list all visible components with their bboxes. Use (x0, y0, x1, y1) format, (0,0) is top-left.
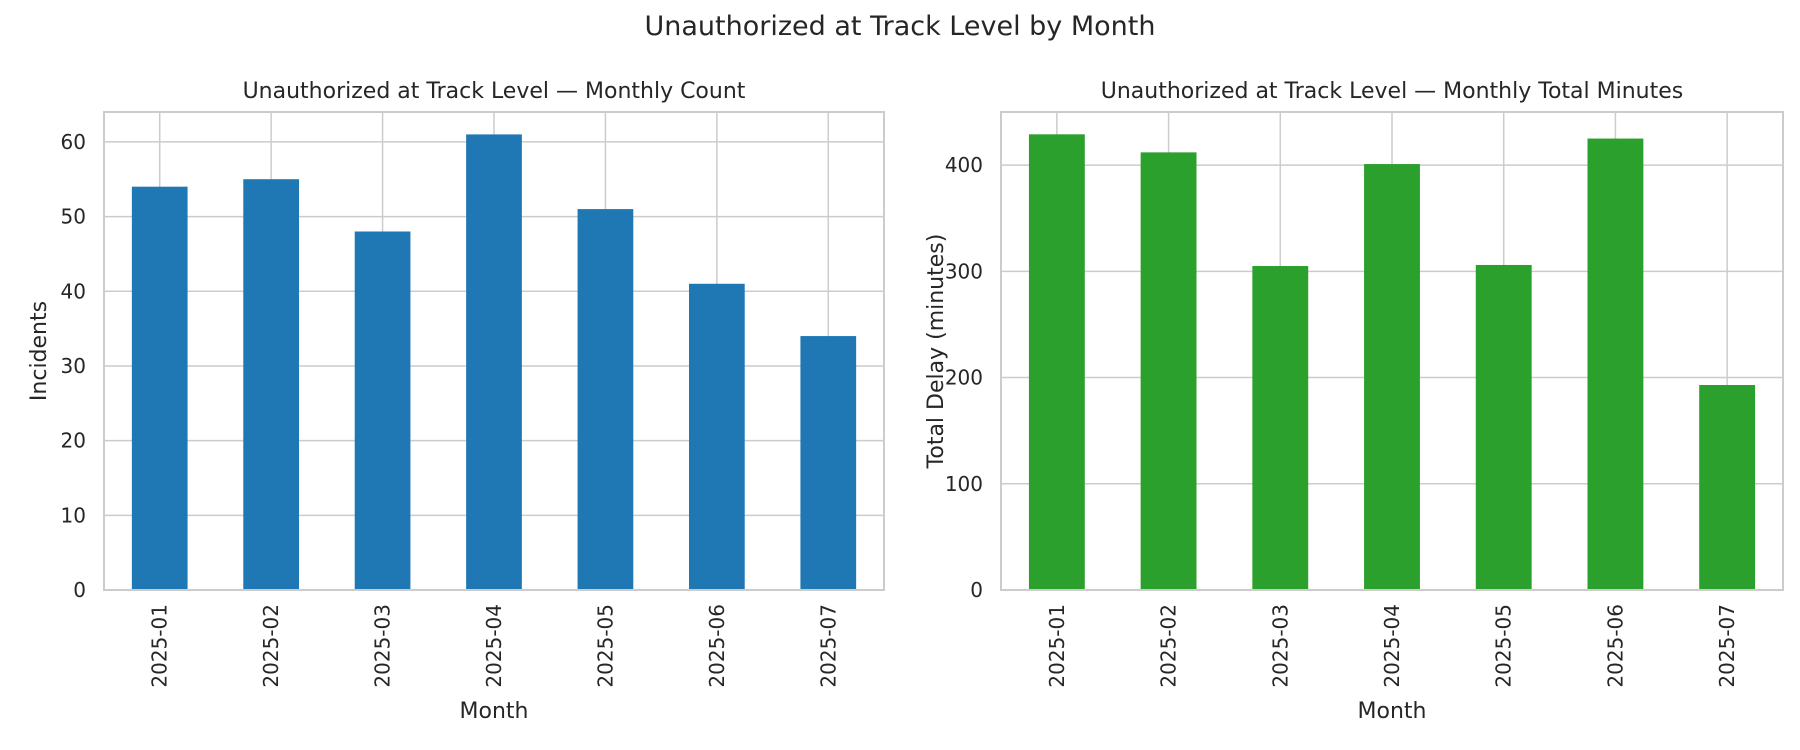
y-tick-label: 0 (970, 578, 983, 602)
bar-2025-01 (131, 186, 188, 590)
y-axis-label: Total Delay (minutes) (924, 234, 949, 470)
axes-frame (1000, 111, 1784, 591)
x-tick-label: 2025-03 (1268, 604, 1292, 688)
x-tick-label: 2025-03 (371, 604, 395, 688)
x-tick-label: 2025-05 (1492, 604, 1516, 688)
x-tick-label: 2025-05 (593, 604, 617, 688)
count-chart: 0 10 20 30 40 50 60 2025-01 2025-02 2025-03 2025-0… (27, 79, 885, 724)
y-tick-label: 20 (61, 429, 86, 453)
bar-2025-07 (800, 336, 857, 590)
bar-2025-06 (689, 283, 745, 590)
x-axis-label: Month (460, 699, 529, 724)
x-tick-label: 2025-06 (1603, 604, 1627, 688)
y-tick-label: 0 (73, 578, 86, 602)
bar-2025-06 (1587, 138, 1644, 591)
bar-2025-03 (354, 231, 411, 590)
bar-2025-04 (466, 134, 522, 590)
x-tick-label: 2025-04 (1380, 604, 1404, 688)
y-tick-label: 50 (61, 205, 86, 229)
bar-2025-07 (1699, 384, 1756, 590)
x-tick-label: 2025-02 (1157, 604, 1181, 688)
axes-frame (103, 111, 885, 591)
x-axis-label: Month (1358, 699, 1427, 724)
y-tick-label: 400 (945, 153, 983, 177)
y-tick-label: 200 (945, 366, 983, 390)
bar-2025-04 (1364, 164, 1420, 590)
y-axis-label: Incidents (27, 301, 52, 401)
bar-2025-01 (1028, 134, 1085, 590)
x-tick-label: 2025-04 (482, 604, 506, 688)
y-tick-label: 40 (61, 279, 86, 303)
x-tick-label: 2025-06 (705, 604, 729, 688)
bar-2025-05 (1475, 264, 1532, 590)
y-tick-label: 10 (61, 503, 86, 527)
minutes-chart: 0 100 200 300 400 2025-01 2025-02 2025-03 2025-0… (924, 79, 1784, 724)
y-tick-label: 30 (61, 354, 86, 378)
bar-2025-05 (577, 209, 634, 590)
x-tick-label: 2025-01 (1045, 604, 1069, 688)
y-tick-label: 300 (945, 259, 983, 283)
chart-title: Unauthorized at Track Level — Monthly Co… (243, 79, 746, 104)
x-tick-label: 2025-07 (816, 604, 840, 688)
x-tick-label: 2025-01 (148, 604, 172, 688)
chart-title: Unauthorized at Track Level — Monthly To… (1101, 79, 1683, 104)
bar-2025-02 (243, 179, 299, 590)
y-tick-label: 100 (945, 472, 983, 496)
x-tick-label: 2025-07 (1715, 604, 1739, 688)
bar-2025-03 (1252, 266, 1309, 590)
x-tick-label: 2025-02 (259, 604, 283, 688)
figure-title: Unauthorized at Track Level by Month (645, 11, 1156, 42)
y-tick-label: 60 (61, 130, 86, 154)
bar-2025-02 (1140, 152, 1197, 590)
